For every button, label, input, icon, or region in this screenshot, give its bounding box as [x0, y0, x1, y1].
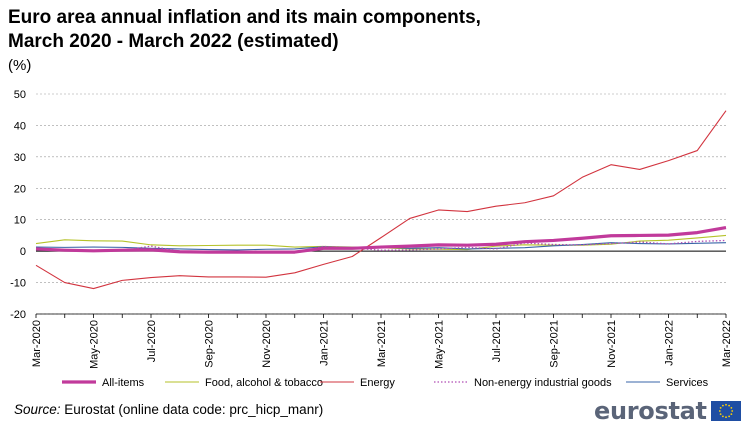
legend-label: Energy	[360, 377, 395, 389]
flag-star	[727, 415, 730, 418]
series-line-all-items	[35, 225, 727, 254]
unit-label: (%)	[8, 57, 32, 74]
legend-label: All-items	[102, 377, 145, 389]
flag-star	[724, 416, 727, 419]
flag-star	[721, 404, 724, 407]
eu-flag-icon	[710, 401, 741, 421]
y-tick-label: 50	[14, 89, 26, 101]
x-tick-label: Mar-2020	[31, 320, 43, 367]
x-tick-label: Jan-2021	[319, 320, 331, 366]
legend-label: Food, alcohol & tobacco	[205, 377, 323, 389]
legend-label: Services	[666, 377, 709, 389]
y-tick-label: 20	[14, 183, 26, 195]
flag-star	[731, 410, 733, 412]
flag-star	[727, 404, 730, 407]
flag-star	[730, 413, 732, 415]
series-line-energy	[35, 110, 727, 290]
flag-star	[730, 407, 732, 409]
x-tick-label: Jul-2021	[491, 320, 503, 362]
y-tick-label: 10	[14, 215, 26, 227]
legend-label: Non-energy industrial goods	[474, 377, 612, 389]
x-tick-label: Sep-2020	[204, 320, 216, 368]
source-text: Eurostat (online data code: prc_hicp_man…	[64, 402, 324, 417]
flag-star	[721, 415, 724, 418]
y-tick-label: -10	[10, 278, 26, 290]
inflation-chart: 50 40 30 20 10 0 -10 -20 Mar-2020 May-2020 Jul-202…	[10, 89, 733, 389]
x-tick-label: May-2021	[434, 320, 446, 369]
flag-star	[719, 407, 722, 409]
flag-star	[718, 410, 721, 412]
x-tick-label: Jan-2022	[664, 320, 676, 366]
x-tick-label: Mar-2021	[376, 320, 388, 367]
x-tick-label: Mar-2022	[721, 320, 733, 367]
chart-title: Euro area annual inflation and its main …	[8, 7, 481, 52]
y-tick-label: 0	[20, 246, 26, 258]
x-tick-label: Nov-2020	[261, 320, 273, 368]
source-label: Source:	[14, 402, 61, 417]
logo-text: eurostat	[594, 397, 707, 425]
x-tick-label: Sep-2021	[549, 320, 561, 368]
series-line-non-energy-industrial-goods	[35, 239, 727, 254]
flag-star	[724, 403, 727, 406]
source-note: Source: Eurostat (online data code: prc_…	[14, 402, 323, 417]
x-tick-label: May-2020	[89, 320, 101, 369]
eurostat-logo: eurostat	[594, 397, 741, 425]
x-tick-label: Jul-2020	[146, 320, 158, 362]
x-tick-label: Nov-2021	[606, 320, 618, 368]
y-tick-label: 40	[14, 120, 26, 132]
flag-star	[719, 413, 722, 415]
y-tick-label: -20	[10, 309, 26, 321]
y-tick-label: 30	[14, 152, 26, 164]
